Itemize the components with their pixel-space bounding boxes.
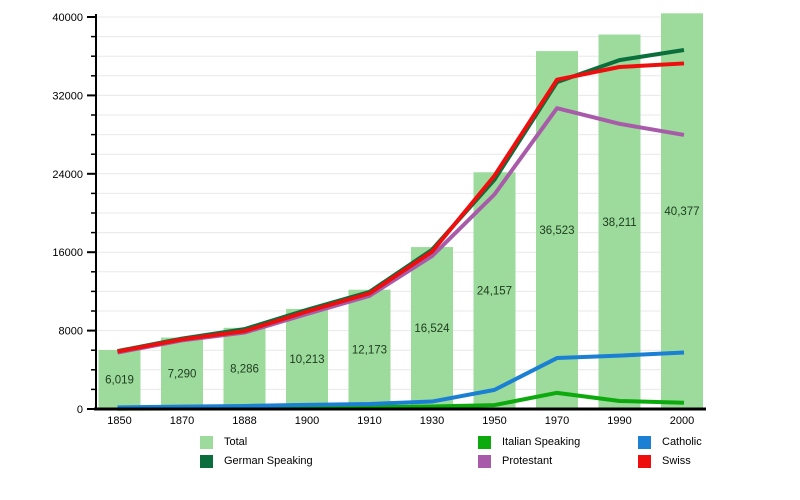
total-bar — [98, 350, 141, 409]
chart-legend: Total Italian Speaking Catholic German Spea… — [0, 430, 800, 476]
bar-value-label: 12,173 — [352, 344, 387, 356]
legend-label: Protestant — [502, 455, 553, 467]
legend-item-total: Total — [200, 435, 247, 449]
bar-value-label: 38,211 — [602, 217, 636, 229]
line-swiss — [117, 61, 685, 354]
legend-swatch-icon — [200, 454, 213, 468]
y-tick-label: 24000 — [52, 169, 83, 181]
population-chart: 6,019 7,290 8,286 10,213 12,173 16,524 24,157 3… — [52, 12, 706, 427]
x-tick-label: 1930 — [420, 415, 444, 427]
line-protestant — [117, 106, 685, 355]
legend-label: Swiss — [662, 455, 691, 467]
line-catholic — [117, 350, 685, 410]
bar-value-label: 8,286 — [230, 363, 259, 375]
bar-value-label: 10,213 — [289, 354, 324, 366]
legend-item-swiss: Swiss — [638, 454, 691, 468]
y-tick-label: 16000 — [52, 247, 83, 259]
total-bar — [598, 34, 641, 410]
legend-item-german-speaking: German Speaking — [200, 454, 313, 468]
legend-swatch-icon — [478, 435, 491, 449]
y-tick-label: 0 — [77, 404, 83, 416]
bar-value-label: 7,290 — [168, 368, 197, 380]
total-bar — [661, 13, 703, 410]
legend-label: Italian Speaking — [502, 436, 581, 448]
legend-swatch-icon — [478, 454, 491, 468]
legend-label: Catholic — [662, 436, 702, 448]
legend-label: German Speaking — [224, 455, 313, 467]
legend-item-italian-speaking: Italian Speaking — [478, 435, 580, 449]
legend-swatch-icon — [638, 454, 651, 468]
legend-item-catholic: Catholic — [638, 435, 702, 449]
bar-value-label: 40,377 — [664, 206, 699, 218]
x-tick-label: 1888 — [232, 415, 256, 427]
bar-value-label: 16,524 — [414, 323, 450, 335]
x-tick-label: 1990 — [607, 415, 631, 427]
x-tick-label: 1850 — [107, 415, 131, 427]
total-bar — [411, 247, 453, 409]
chart-svg: 6,019 7,290 8,286 10,213 12,173 16,524 24,157 3… — [52, 12, 706, 427]
total-bar — [161, 337, 203, 409]
bar-value-label: 6,019 — [105, 375, 134, 387]
total-bar — [223, 327, 266, 409]
legend-label: Total — [224, 436, 248, 448]
total-bar — [348, 289, 391, 409]
bar-value-label: 36,523 — [539, 225, 574, 237]
total-bar — [473, 172, 516, 409]
y-tick-label: 40000 — [52, 12, 83, 24]
y-tick-label: 32000 — [52, 90, 83, 102]
legend-item-protestant: Protestant — [478, 454, 552, 468]
x-tick-label: 1970 — [545, 415, 569, 427]
legend-swatch-icon — [200, 435, 213, 449]
x-tick-label: 2000 — [670, 415, 694, 427]
x-tick-label: 1900 — [295, 415, 319, 427]
bar-value-label: 24,157 — [477, 286, 512, 298]
x-tick-label: 1870 — [170, 415, 194, 427]
legend-swatch-icon — [638, 435, 651, 449]
total-bar — [286, 308, 328, 409]
x-tick-label: 1910 — [357, 415, 381, 427]
y-tick-label: 8000 — [59, 326, 83, 338]
x-tick-label: 1950 — [482, 415, 506, 427]
